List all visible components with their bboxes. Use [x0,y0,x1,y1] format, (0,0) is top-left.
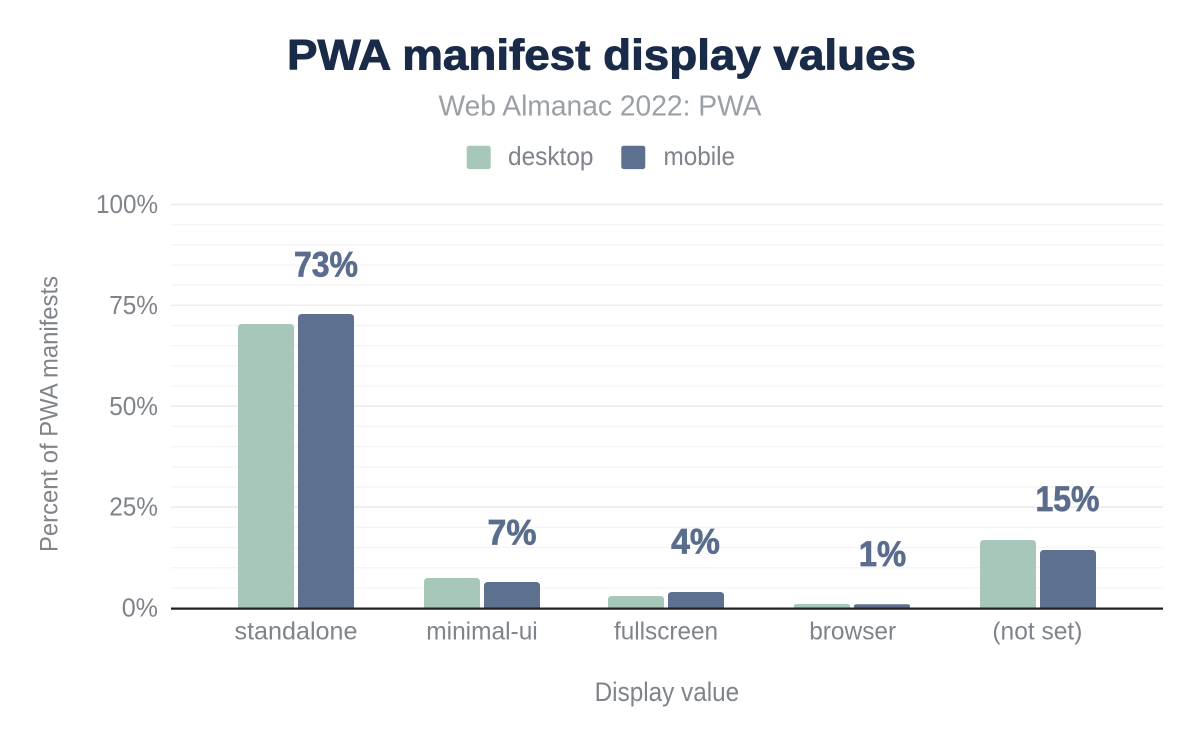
svg-text:Percent of PWA manifests: Percent of PWA manifests [35,276,63,552]
svg-text:50%: 50% [109,391,158,421]
svg-text:4%: 4% [671,522,720,561]
svg-text:100%: 100% [96,189,158,219]
svg-text:75%: 75% [109,290,158,320]
svg-text:browser: browser [809,618,896,646]
svg-text:15%: 15% [1036,480,1100,519]
svg-text:mobile: mobile [664,141,736,171]
svg-text:(not set): (not set) [992,618,1082,646]
svg-text:0%: 0% [122,593,158,623]
svg-text:Web Almanac 2022: PWA: Web Almanac 2022: PWA [439,90,763,122]
svg-text:standalone: standalone [235,618,358,646]
svg-text:desktop: desktop [508,141,594,171]
svg-text:1%: 1% [859,535,906,574]
svg-text:PWA manifest display values: PWA manifest display values [287,31,916,79]
svg-text:fullscreen: fullscreen [614,618,718,646]
svg-text:minimal-ui: minimal-ui [426,618,538,646]
svg-text:7%: 7% [488,514,537,553]
svg-text:25%: 25% [109,492,158,522]
svg-text:Display value: Display value [595,677,740,707]
svg-text:73%: 73% [294,245,358,284]
